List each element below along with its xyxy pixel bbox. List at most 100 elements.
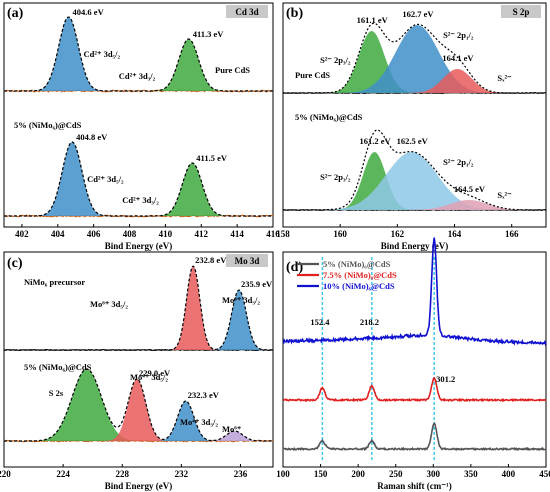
raman-series-line xyxy=(282,237,547,347)
panel-d-x-tick-label: 200 xyxy=(351,469,365,479)
panel-b-peak-label: 162.5 eV xyxy=(397,136,429,146)
panel-a-x-tick-label: 416 xyxy=(266,229,280,239)
panel-c-series-label: 5% (NiMo₆)@CdS xyxy=(24,362,92,372)
panel-c-peak-1-3 xyxy=(202,431,268,441)
panel-a-peak-label: 411.5 eV xyxy=(196,153,228,163)
envelope-fit-curve xyxy=(4,141,273,217)
legend-entry-label: 7.5% (NiMo)₆@CdS xyxy=(323,270,397,280)
panel-a-peak-0-1 xyxy=(149,39,229,91)
panel-d-x-tick-label: 250 xyxy=(389,469,403,479)
panel-c-peak-1-1 xyxy=(101,379,173,441)
raman-series-1 xyxy=(282,376,547,403)
raman-series-line xyxy=(282,422,547,452)
panel-c-peak-1-0 xyxy=(27,369,146,441)
panel-c-letter: (c) xyxy=(7,256,23,271)
panel-c-mo3d: 220224228232236Bind Energy (eV)(c)Mo 3d2… xyxy=(0,251,274,491)
panel-c-x-tick-label: 224 xyxy=(56,469,70,479)
panel-b-peak-label: 164.1 eV xyxy=(442,53,474,63)
panel-a-x-tick-label: 412 xyxy=(195,229,209,239)
panel-b-x-tick-label: 164 xyxy=(448,229,462,239)
panel-c-peak-label: 235.9 eV xyxy=(241,279,273,289)
panel-c-frame xyxy=(3,251,274,468)
panel-a-peak-label: 411.3 eV xyxy=(193,29,225,39)
panel-d-x-tick-label: 450 xyxy=(539,469,550,479)
panel-a-peak-name: Cd²⁺ 3d₅/₂ xyxy=(87,174,124,184)
panel-b-x-tick-label: 166 xyxy=(505,229,519,239)
panel-a-series-label: Pure CdS xyxy=(215,65,250,75)
panel-c-peak-1-2 xyxy=(153,401,219,441)
panel-a-peak-1-1 xyxy=(152,163,232,216)
panel-a-peak-0-0 xyxy=(29,17,109,91)
panel-b-letter: (b) xyxy=(286,6,303,21)
panel-a-baseline-0 xyxy=(3,89,273,93)
panel-b-peak-label: 161.2 eV xyxy=(359,136,391,146)
raman-series-2 xyxy=(282,237,547,347)
panel-d-frame xyxy=(282,251,547,468)
panel-a-letter: (a) xyxy=(7,6,24,21)
panel-c-peak-label: S 2s xyxy=(49,388,64,398)
panel-b-title-box xyxy=(501,5,541,18)
panel-a-title: Cd 3d xyxy=(235,7,258,17)
panel-b-peak-label: 162.7 eV xyxy=(402,9,434,19)
envelope-fit-curve xyxy=(4,265,273,351)
panel-b-peak-label: 161.1 eV xyxy=(357,15,389,25)
panel-a-peak-label: 404.6 eV xyxy=(73,7,105,17)
panel-c-x-tick-label: 220 xyxy=(0,469,11,479)
panel-b-frame xyxy=(282,2,547,228)
panel-b-peak-0-2 xyxy=(400,69,515,93)
panel-a-peak-name: Cd²⁺ 3d₅/₂ xyxy=(84,49,121,59)
panel-a-peak-1-0 xyxy=(32,142,112,216)
raman-series-line xyxy=(282,376,547,403)
panel-c-x-tick-label: 232 xyxy=(175,469,189,479)
panel-a-peak-label: 404.8 eV xyxy=(76,132,108,142)
panel-c-title-box xyxy=(226,254,268,267)
envelope-fit-curve xyxy=(4,368,273,442)
panel-b-peak-1-2 xyxy=(394,200,544,210)
panel-d-raman: 100 150 200 250 300 350 400 450 Raman shift (cm⁻… xyxy=(276,237,550,491)
panel-a-x-tick-label: 404 xyxy=(51,229,65,239)
panel-a-x-tick-label: 406 xyxy=(87,229,101,239)
panel-a-series-label: 5% (NiMo₆)@CdS xyxy=(14,120,82,130)
panel-c-peak-name: Mo⁶⁺ xyxy=(222,424,242,434)
panel-b-peak-0-0 xyxy=(320,31,424,93)
panel-c-peak-label: 229.0 eV xyxy=(139,368,171,378)
envelope-fit-curve xyxy=(283,22,546,94)
panel-a-x-tick-label: 410 xyxy=(159,229,173,239)
panel-c-peak-name: Mo⁶⁺ 3d₅/₂ xyxy=(90,299,128,309)
legend-entry-label: 5% (NiMo)₆@CdS xyxy=(323,259,391,269)
panel-b-peak-label: 164.5 eV xyxy=(454,184,486,194)
panel-b-peak-1-1 xyxy=(308,152,515,210)
panel-c-title: Mo 3d xyxy=(235,256,260,266)
panel-b-title: S 2p xyxy=(513,7,530,17)
panel-c-series-1: S 2s 229.0 eV 232.3 eV 5% (NiMo₆)@CdS xyxy=(4,362,274,443)
panel-d-x-tick-label: 100 xyxy=(276,469,290,479)
panel-b-peak-name: S²⁻ 2p₃/₂ xyxy=(320,55,351,65)
panel-c-xlabel: Bind Energy (eV) xyxy=(105,481,173,491)
panel-b-x-tick-label: 160 xyxy=(333,229,347,239)
panel-b-peak-name: S²⁻ 2p₁/₂ xyxy=(443,157,474,167)
panel-c-x-tick-label: 228 xyxy=(115,469,129,479)
panel-b-series-1: 161.2 eV 162.5 eV 164.5 eV 5% (NiMo₆)@CdS S²… xyxy=(282,112,546,211)
panel-d-letter: (d) xyxy=(286,260,303,275)
raman-series-0 xyxy=(282,422,547,452)
panel-c-peak-0-1 xyxy=(209,290,269,350)
panel-b-xlabel: Bind Energy (eV) xyxy=(381,241,449,251)
panel-c-series-0: 232.8 eV 235.9 eV NiMo₆ precursor xyxy=(3,255,274,352)
panel-b-series-0: 161.1 eV 162.7 eV 164.1 eV Pure CdS S²⁻ 2p₃/… xyxy=(282,9,547,94)
panel-b-x-tick-label: 162 xyxy=(391,229,405,239)
panel-a-peak-name: Cd²⁺ 3d₃/₂ xyxy=(122,195,159,205)
panel-c-peak-name: Mo⁶⁺ 3d₃/₂ xyxy=(222,295,260,305)
panel-a-series-0: 404.6 eV Cd²⁺ 3d₅/₂ 411.3 eV Cd²⁺ 3d₃/₂ Pure… xyxy=(3,7,273,93)
panel-b-peak-0-1 xyxy=(331,25,504,93)
panel-c-series-label: NiMo₆ precursor xyxy=(24,277,85,287)
panel-b-series-label: Pure CdS xyxy=(295,70,330,80)
panel-c-baseline-0 xyxy=(3,348,274,352)
panel-b-series-label: 5% (NiMo₆)@CdS xyxy=(295,112,363,122)
panel-d-x-tick-label: 300 xyxy=(427,469,441,479)
panel-a-peak-name: Cd²⁺ 3d₃/₂ xyxy=(119,71,156,81)
panel-a-xlabel: Bind Energy (eV) xyxy=(105,241,173,251)
raman-reference-label: 218.2 xyxy=(360,317,379,327)
panel-d-xlabel: Raman shift (cm⁻¹) xyxy=(377,481,451,491)
panel-c-peak-label: 232.8 eV xyxy=(195,255,227,265)
